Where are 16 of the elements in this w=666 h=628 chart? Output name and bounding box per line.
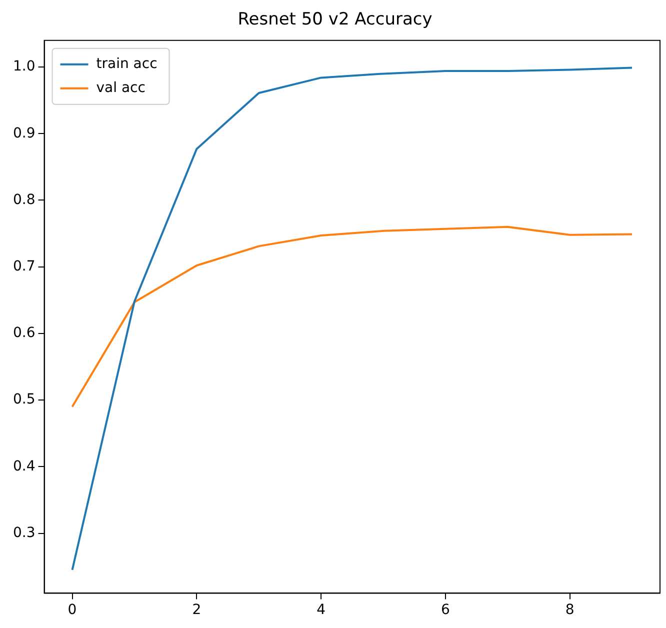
y-tick-label: 1.0 — [13, 58, 36, 75]
y-tick-label: 0.6 — [13, 325, 36, 342]
y-tick-label: 0.9 — [13, 125, 36, 142]
legend-label: train acc — [96, 56, 158, 72]
y-tick-label: 0.8 — [13, 192, 36, 208]
x-tick-label: 4 — [316, 602, 326, 618]
y-tick-label: 0.3 — [13, 524, 36, 541]
y-tick-label: 0.5 — [13, 392, 36, 408]
y-tick-label: 0.7 — [13, 258, 36, 274]
chart-title: Resnet 50 v2 Accuracy — [238, 10, 432, 30]
legend-label: val acc — [96, 80, 146, 96]
y-tick-label: 0.4 — [13, 458, 36, 474]
x-tick-label: 6 — [440, 602, 450, 618]
x-tick-label: 0 — [68, 602, 77, 618]
x-tick-label: 2 — [192, 602, 202, 618]
x-tick-label: 8 — [565, 602, 574, 618]
